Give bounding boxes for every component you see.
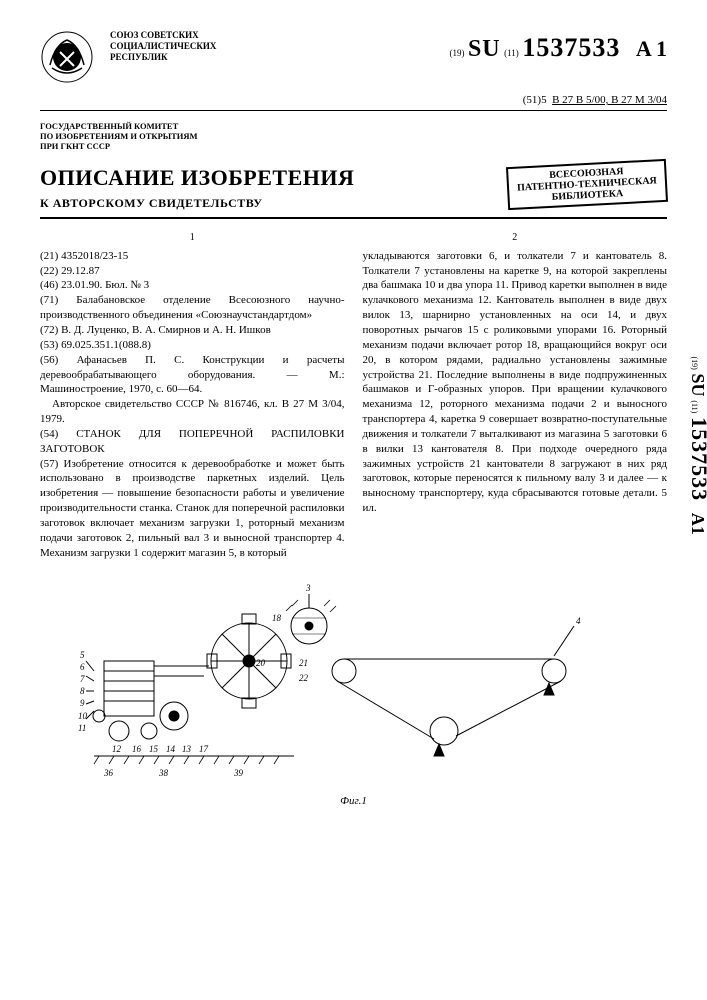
column-2: 2 укладываются заготовки 6, и толкатели …: [363, 231, 668, 560]
field-57-abstract: (57) Изобретение относится к деревообраб…: [40, 457, 345, 561]
document-title: ОПИСАНИЕ ИЗОБРЕТЕНИЯ К АВТОРСКОМУ СВИДЕТ…: [40, 163, 354, 211]
fig-label-22: 22: [299, 673, 309, 683]
fig-label-36: 36: [103, 768, 114, 778]
committee-label: ГОСУДАРСТВЕННЫЙ КОМИТЕТ ПО ИЗОБРЕТЕНИЯМ …: [40, 121, 667, 152]
field-56: (56) Афанасьев П. С. Конструкции и расче…: [40, 353, 345, 398]
field-21: (21) 4352018/23-15: [40, 249, 345, 264]
figure-1: 3 4 5 6 7 8 9 10 11 12 16 15 14 13 17 18…: [40, 576, 667, 810]
fig-label-8: 8: [80, 686, 85, 696]
field-54-invention-title: (54) СТАНОК ДЛЯ ПОПЕРЕЧНОЙ РАСПИЛОВКИ ЗА…: [40, 427, 345, 457]
divider: [40, 217, 667, 219]
figure-drawing: 3 4 5 6 7 8 9 10 11 12 16 15 14 13 17 18…: [74, 576, 634, 786]
fig-label-9: 9: [80, 698, 85, 708]
fig-label-15: 15: [149, 744, 159, 754]
field-71: (71) Балабановское отделение Всесоюзного…: [40, 293, 345, 323]
fig-label-39: 39: [233, 768, 244, 778]
header-row: СОЮЗ СОВЕТСКИХ СОЦИАЛИСТИЧЕСКИХ РЕСПУБЛИ…: [40, 30, 667, 85]
field-56b: Авторское свидетельство СССР № 816746, к…: [40, 397, 345, 427]
fig-label-6: 6: [80, 662, 85, 672]
fig-label-13: 13: [182, 744, 192, 754]
fig-label-5: 5: [80, 650, 85, 660]
fig-label-17: 17: [199, 744, 209, 754]
fig-label-10: 10: [78, 711, 88, 721]
field-22: (22) 29.12.87: [40, 264, 345, 279]
library-stamp: ВСЕСОЮЗНАЯ ПАТЕНТНО-ТЕХНИЧЕСКАЯ БИБЛИОТЕ…: [506, 159, 668, 210]
column-number: 1: [40, 231, 345, 245]
union-label: СОЮЗ СОВЕТСКИХ СОЦИАЛИСТИЧЕСКИХ РЕСПУБЛИ…: [110, 30, 216, 62]
fig-label-7: 7: [80, 674, 85, 684]
figure-caption: Фиг.1: [40, 794, 667, 809]
fig-label-14: 14: [166, 744, 176, 754]
field-46: (46) 23.01.90. Бюл. № 3: [40, 278, 345, 293]
abstract-continued: укладываются заготовки 6, и толкатели 7 …: [363, 249, 668, 516]
fig-label-38: 38: [158, 768, 169, 778]
title-row: ОПИСАНИЕ ИЗОБРЕТЕНИЯ К АВТОРСКОМУ СВИДЕТ…: [40, 163, 667, 211]
fig-label-11: 11: [78, 723, 86, 733]
fig-label-21: 21: [299, 658, 308, 668]
ussr-emblem-icon: [40, 30, 95, 85]
column-number: 2: [363, 231, 668, 245]
publication-number: (19) SU (11) 1537533 A 1: [231, 30, 667, 65]
ipc-classification: (51)5 B 27 B 5/00, B 27 M 3/04: [40, 93, 667, 111]
fig-label-12: 12: [112, 744, 122, 754]
field-53: (53) 69.025.351.1(088.8): [40, 338, 345, 353]
fig-label-4: 4: [576, 616, 581, 626]
fig-label-18: 18: [272, 613, 282, 623]
side-publication-number: (19) SU (11) 1537533 A1: [684, 356, 707, 534]
column-1: 1 (21) 4352018/23-15 (22) 29.12.87 (46) …: [40, 231, 345, 560]
fig-label-3: 3: [305, 583, 311, 593]
field-72: (72) В. Д. Луценко, В. А. Смирнов и А. Н…: [40, 323, 345, 338]
text-columns: 1 (21) 4352018/23-15 (22) 29.12.87 (46) …: [40, 231, 667, 560]
fig-label-16: 16: [132, 744, 142, 754]
fig-label-20: 20: [256, 658, 266, 668]
